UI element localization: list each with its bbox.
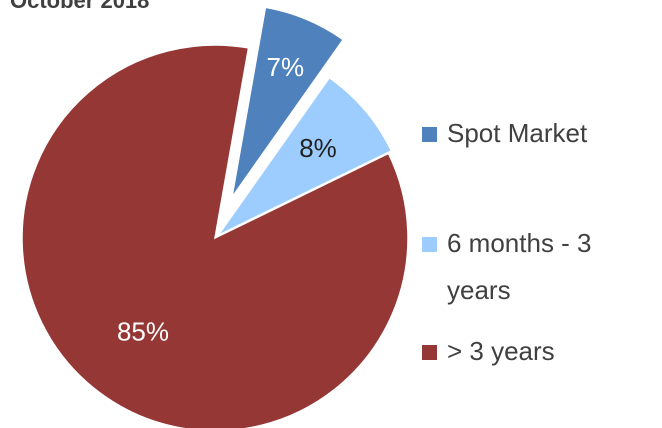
legend-item: > 3 years bbox=[422, 328, 647, 375]
legend-swatch bbox=[422, 237, 437, 252]
legend-swatch bbox=[422, 345, 437, 360]
chart-title: October 2018 bbox=[10, 0, 150, 13]
legend-label: Spot Market bbox=[447, 118, 588, 148]
pie-slice bbox=[21, 44, 409, 428]
data-label: 8% bbox=[299, 133, 337, 163]
pie-slice bbox=[217, 76, 393, 237]
data-label: 7% bbox=[267, 52, 305, 82]
legend-item: Spot Market bbox=[422, 110, 647, 157]
data-label: 85% bbox=[117, 316, 169, 346]
pie-slice bbox=[231, 6, 345, 198]
legend-swatch bbox=[422, 127, 437, 142]
legend-item: 6 months - 3 years bbox=[422, 220, 647, 314]
legend-label: 6 months - 3 years bbox=[447, 228, 592, 305]
legend-label: > 3 years bbox=[447, 336, 555, 366]
